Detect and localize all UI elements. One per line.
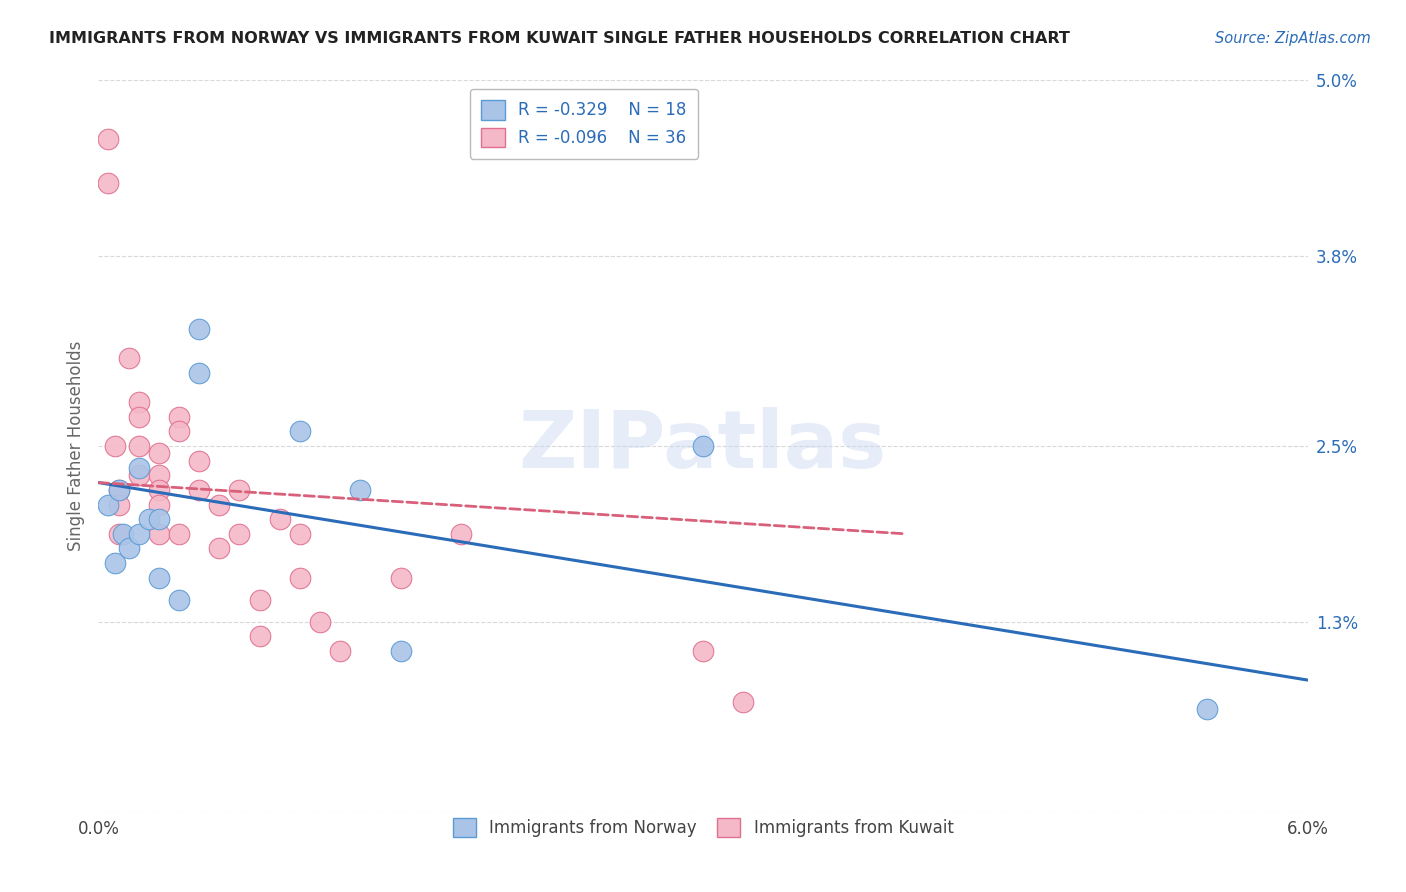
- Text: Source: ZipAtlas.com: Source: ZipAtlas.com: [1215, 31, 1371, 46]
- Point: [188, 453, 211, 467]
- Point: [249, 629, 271, 643]
- Point: [167, 409, 190, 424]
- Point: [188, 322, 211, 336]
- Point: [107, 483, 129, 497]
- Point: [118, 351, 141, 366]
- Point: [349, 483, 371, 497]
- Point: [288, 526, 311, 541]
- Point: [97, 132, 120, 146]
- Text: ZIPatlas: ZIPatlas: [519, 407, 887, 485]
- Point: [148, 483, 170, 497]
- Point: [208, 541, 231, 556]
- Point: [167, 425, 190, 439]
- Point: [389, 571, 412, 585]
- Point: [138, 512, 160, 526]
- Legend: Immigrants from Norway, Immigrants from Kuwait: Immigrants from Norway, Immigrants from …: [446, 811, 960, 844]
- Point: [269, 512, 291, 526]
- Point: [167, 592, 190, 607]
- Point: [1195, 702, 1218, 716]
- Point: [208, 498, 231, 512]
- Point: [167, 526, 190, 541]
- Point: [97, 498, 120, 512]
- Point: [128, 461, 150, 475]
- Point: [128, 395, 150, 409]
- Point: [249, 592, 271, 607]
- Point: [128, 526, 150, 541]
- Point: [107, 526, 129, 541]
- Point: [148, 498, 170, 512]
- Point: [148, 512, 170, 526]
- Point: [288, 425, 311, 439]
- Point: [128, 409, 150, 424]
- Point: [329, 644, 352, 658]
- Point: [107, 498, 129, 512]
- Point: [148, 446, 170, 460]
- Point: [118, 541, 141, 556]
- Point: [103, 556, 125, 570]
- Point: [128, 468, 150, 483]
- Point: [450, 526, 472, 541]
- Point: [692, 439, 714, 453]
- Point: [128, 439, 150, 453]
- Point: [103, 439, 125, 453]
- Point: [692, 644, 714, 658]
- Point: [148, 468, 170, 483]
- Point: [97, 176, 120, 190]
- Text: IMMIGRANTS FROM NORWAY VS IMMIGRANTS FROM KUWAIT SINGLE FATHER HOUSEHOLDS CORREL: IMMIGRANTS FROM NORWAY VS IMMIGRANTS FRO…: [49, 31, 1070, 46]
- Point: [228, 483, 250, 497]
- Point: [107, 483, 129, 497]
- Point: [188, 483, 211, 497]
- Point: [111, 526, 134, 541]
- Point: [733, 695, 755, 709]
- Point: [389, 644, 412, 658]
- Point: [288, 571, 311, 585]
- Point: [309, 615, 332, 629]
- Point: [188, 366, 211, 380]
- Point: [148, 571, 170, 585]
- Point: [228, 526, 250, 541]
- Y-axis label: Single Father Households: Single Father Households: [67, 341, 86, 551]
- Point: [148, 526, 170, 541]
